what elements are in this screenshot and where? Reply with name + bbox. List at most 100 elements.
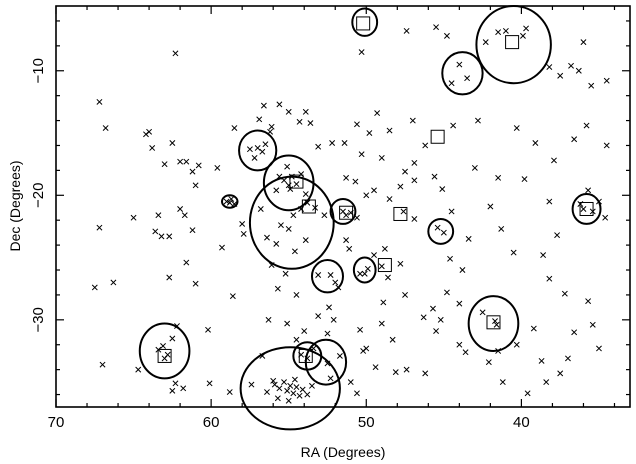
data-point [309,382,315,389]
data-point [448,80,455,87]
data-point [366,130,373,136]
data-point [160,343,166,349]
region-square [356,16,371,31]
data-point [248,381,255,388]
data-point [99,361,106,368]
data-point [372,364,379,371]
data-point [189,227,196,234]
data-point [282,270,289,277]
data-point [361,270,368,277]
data-point [459,267,466,273]
data-point [181,212,188,219]
data-point [177,206,184,212]
data-point [386,196,393,202]
data-point [285,397,292,404]
data-point [304,391,311,398]
data-point [456,300,463,307]
data-point [161,161,168,168]
data-point [465,235,472,242]
data-point [273,187,280,194]
data-point [422,142,429,149]
data-point [172,380,179,387]
data-point [357,270,364,277]
data-point [183,259,190,266]
data-point [219,244,225,251]
data-point [422,370,429,377]
data-point [259,148,266,155]
data-point [307,120,314,127]
data-point [293,291,300,298]
data-point [166,233,173,240]
data-point [343,237,350,244]
data-point [257,206,264,212]
data-point [381,245,388,252]
data-point [172,50,179,57]
x-tick-label: 50 [358,414,375,431]
data-point [378,154,385,161]
data-point [229,293,236,300]
data-point [456,61,463,68]
x-tick-label: 40 [513,414,530,431]
data-point [513,341,520,348]
data-point [561,290,568,297]
data-point [326,304,332,311]
data-point [510,249,517,256]
data-point [135,366,142,373]
data-point [437,316,444,323]
data-point [443,32,450,39]
cluster-ellipse [310,259,344,294]
data-point [354,390,360,397]
data-point [411,177,418,184]
data-point [284,387,291,394]
data-point [110,279,117,286]
data-point [290,212,297,219]
data-point [315,272,322,278]
data-point [447,255,453,262]
data-point [386,127,393,134]
data-point [588,82,595,89]
data-point [195,162,202,169]
data-point [603,142,610,149]
data-point [96,224,103,231]
data-point [284,163,291,170]
data-point [380,299,387,306]
x-tick-labels: 70 60 50 40 [48,414,530,431]
data-point [152,228,159,235]
data-point [256,116,263,123]
data-point [299,386,306,393]
cluster-ellipse [571,193,602,225]
cluster-ellipse [441,51,484,96]
data-point [91,284,98,291]
data-point [226,199,233,206]
data-point [226,389,233,396]
data-point [543,379,550,386]
y-tick-label: −20 [30,183,47,208]
data-point [354,121,360,128]
y-tick-label: −30 [30,307,47,332]
data-point [482,39,489,46]
region-square [579,201,594,216]
data-point [281,379,288,386]
data-point [602,214,609,221]
data-point [271,381,278,388]
data-point [277,222,284,229]
data-point [254,145,261,151]
data-point [580,39,587,46]
data-point [329,140,336,146]
data-point [420,314,427,321]
data-point [343,174,350,181]
data-point [189,168,196,175]
data-point [321,212,328,219]
region-square [393,206,408,221]
data-point [411,215,418,222]
data-point [336,352,343,359]
data-point [273,240,280,247]
data-point [293,384,300,391]
data-point [551,157,557,164]
data-point [378,263,385,270]
cluster-ellipse [467,295,520,352]
data-point [532,140,539,146]
data-point [400,208,407,215]
region-square [157,348,172,363]
data-point [352,178,359,185]
